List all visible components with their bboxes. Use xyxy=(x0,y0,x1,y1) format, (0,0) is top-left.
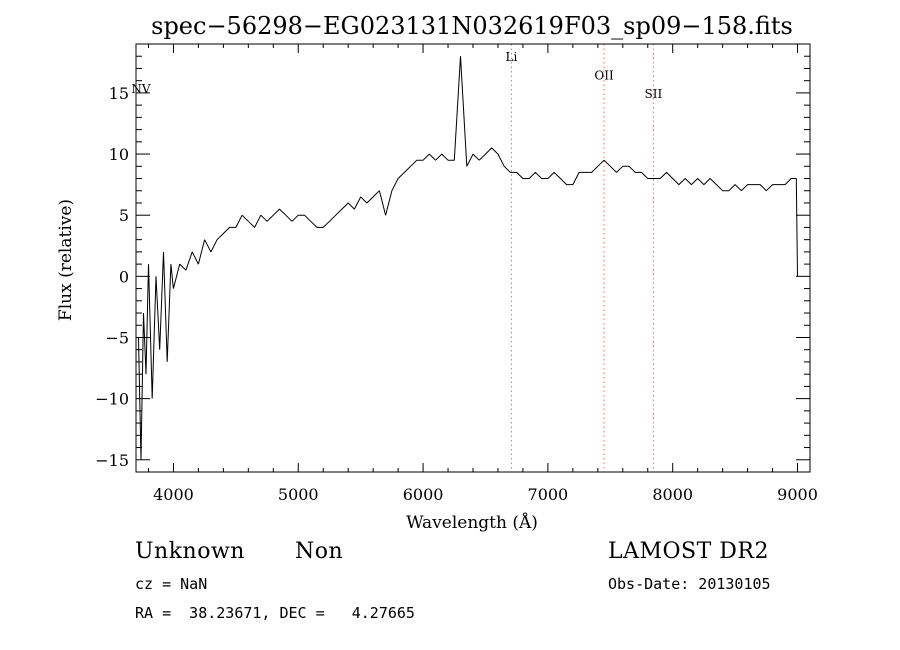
y-tick-label: −5 xyxy=(105,328,129,347)
coords-label: RA = 38.23671, DEC = 4.27665 xyxy=(135,604,415,622)
y-axis-label: Flux (relative) xyxy=(56,199,76,321)
chart-title: spec−56298−EG023131N032619F03_sp09−158.f… xyxy=(151,12,793,40)
y-tick-label: 0 xyxy=(119,267,129,286)
x-tick-label: 9000 xyxy=(777,485,818,504)
y-tick-label: 5 xyxy=(119,206,129,225)
y-tick-label: 10 xyxy=(109,145,129,164)
plot-frame xyxy=(135,43,811,473)
y-tick-label: −15 xyxy=(95,451,129,470)
x-tick-label: 5000 xyxy=(278,485,319,504)
x-tick-label: 7000 xyxy=(528,485,569,504)
y-tick-label: −10 xyxy=(95,390,129,409)
line-annotation: NV xyxy=(131,82,151,96)
line-annotation: SII xyxy=(645,87,663,101)
x-tick-label: 4000 xyxy=(153,485,194,504)
class-label: Unknown xyxy=(135,539,245,564)
y-tick-label: 15 xyxy=(109,84,129,103)
line-annotation: OII xyxy=(594,68,614,82)
redshift-label: cz = NaN xyxy=(135,575,208,593)
obs-date-label: Obs-Date: 20130105 xyxy=(608,575,771,593)
spectrum-line xyxy=(138,56,798,460)
x-tick-label: 8000 xyxy=(652,485,693,504)
subclass-label: Non xyxy=(295,539,344,564)
x-tick-label: 6000 xyxy=(403,485,444,504)
line-annotation: Li xyxy=(506,50,518,64)
survey-label: LAMOST DR2 xyxy=(608,539,769,564)
x-axis-label: Wavelength (Å) xyxy=(406,512,538,533)
plot-area: 4000 5000 6000 7000 8000 9000 −15 −10 −5 0 5 10 15 NV… xyxy=(95,43,818,504)
